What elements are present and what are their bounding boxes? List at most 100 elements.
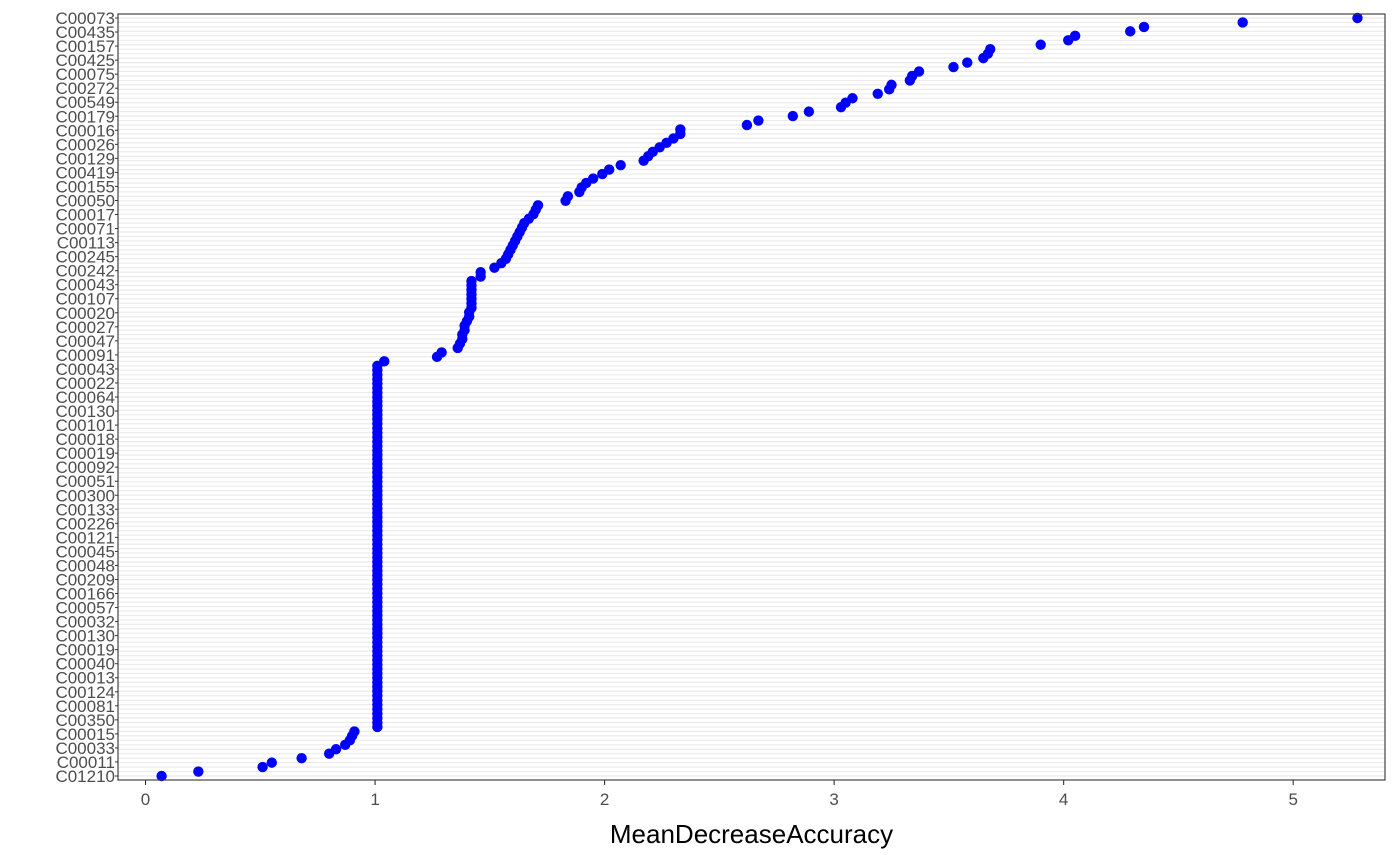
y-tick-label: C00011 — [57, 753, 115, 772]
y-tick-label: C00179 — [55, 107, 115, 126]
y-tick-label: C00081 — [55, 697, 115, 716]
y-tick-label: C00113 — [57, 234, 115, 253]
data-point — [489, 262, 500, 273]
y-tick-label: C00026 — [55, 135, 115, 154]
data-point — [193, 766, 204, 777]
y-tick-label: C00064 — [55, 388, 115, 407]
y-tick-label: C00155 — [55, 177, 115, 196]
data-point — [323, 748, 335, 759]
y-tick-label: C00435 — [55, 23, 115, 42]
data-point — [884, 84, 895, 95]
y-tick-label: C00050 — [55, 191, 115, 210]
x-tick-label: 3 — [829, 790, 838, 809]
y-tick-label: C00057 — [55, 599, 115, 618]
y-tick-label: C00166 — [55, 585, 115, 604]
y-tick-label: C00043 — [55, 360, 115, 379]
data-point — [452, 342, 463, 354]
y-tick-label: C00245 — [55, 248, 115, 267]
data-point — [431, 351, 443, 363]
y-tick-label: C00027 — [55, 318, 115, 337]
data-point — [1138, 21, 1150, 33]
y-tick-label: C00045 — [55, 542, 115, 561]
y-tick-label: C00350 — [55, 711, 115, 730]
data-point — [803, 106, 815, 117]
y-tick-label: C00033 — [55, 739, 115, 758]
x-axis: 0 1 2 3 4 5 — [141, 780, 1298, 809]
y-tick-label: C00419 — [55, 163, 115, 182]
y-tick-label: C00017 — [55, 206, 115, 225]
y-tick-label: C00022 — [55, 374, 115, 393]
y-tick-label: C00048 — [55, 556, 115, 575]
data-point — [978, 52, 989, 64]
y-tick-label: C00226 — [55, 514, 115, 533]
y-tick-label: C00071 — [55, 220, 115, 239]
data-point — [835, 101, 847, 113]
y-tick-label: C00019 — [55, 641, 115, 660]
data-point — [753, 115, 764, 126]
y-tick-label: C00020 — [55, 304, 115, 323]
data-point — [257, 761, 268, 773]
y-tick-label: C00425 — [55, 51, 115, 70]
data-point — [1352, 12, 1363, 24]
x-tick-label: 4 — [1059, 790, 1068, 809]
y-tick-label: C00157 — [55, 37, 115, 56]
y-tick-label: C00092 — [55, 458, 115, 477]
x-tick-label: 0 — [141, 790, 150, 809]
y-tick-label: C00051 — [55, 472, 115, 491]
data-point — [156, 770, 167, 782]
y-tick-label: C00130 — [55, 402, 115, 421]
data-point — [597, 168, 608, 180]
x-axis-title: MeanDecreaseAccuracy — [610, 819, 893, 849]
y-tick-label: C00018 — [55, 430, 115, 449]
y-tick-label: C00133 — [55, 500, 115, 519]
data-point — [296, 752, 307, 764]
data-point — [615, 159, 626, 171]
y-tick-label: C00549 — [55, 93, 115, 112]
grid-layer — [118, 17, 1385, 777]
y-tick-label: C00013 — [55, 669, 115, 688]
y-tick-label: C00124 — [55, 683, 115, 702]
x-tick-label: 2 — [600, 790, 609, 809]
y-tick-label: C00130 — [55, 627, 115, 646]
y-tick-label: C00043 — [55, 276, 115, 295]
data-point — [340, 739, 351, 750]
y-tick-label: C00032 — [55, 613, 115, 632]
x-tick-label: 1 — [370, 790, 379, 809]
data-point — [1063, 35, 1074, 46]
y-tick-label: C00121 — [55, 528, 115, 547]
y-tick-label: C00016 — [55, 121, 115, 140]
y-tick-label: C00209 — [55, 570, 115, 589]
y-tick-label: C00091 — [55, 346, 115, 365]
y-tick-label: C00129 — [55, 149, 115, 168]
data-point — [574, 186, 585, 198]
y-tick-label: C00047 — [55, 332, 115, 351]
data-point — [872, 88, 883, 100]
y-tick-label: C00073 — [55, 9, 115, 28]
data-point — [904, 75, 916, 86]
data-point — [372, 721, 383, 733]
y-tick-label: C00242 — [55, 262, 115, 281]
data-point — [638, 155, 649, 166]
data-point — [962, 57, 973, 68]
data-point — [741, 119, 753, 131]
y-tick-label: C00300 — [55, 486, 115, 505]
data-point — [1125, 26, 1136, 37]
y-tick-label: C00107 — [55, 290, 115, 309]
data-point — [787, 110, 799, 122]
data-point — [560, 195, 571, 207]
y-tick-label: C00075 — [55, 65, 115, 84]
y-axis-labels: C00073C00435C00157C00425C00075C00272C005… — [55, 9, 118, 786]
panel-border — [117, 13, 1386, 781]
data-point — [266, 757, 277, 768]
data-point — [1237, 17, 1248, 28]
data-point — [948, 61, 959, 73]
y-tick-label: C00015 — [55, 725, 115, 744]
y-tick-label: C00272 — [55, 79, 115, 98]
data-point — [1035, 39, 1046, 50]
y-tick-label: C00019 — [55, 444, 115, 463]
points-layer — [156, 12, 1363, 782]
x-tick-label: 5 — [1288, 790, 1297, 809]
y-tick-label: C00040 — [55, 655, 115, 674]
y-tick-label: C00101 — [55, 416, 115, 435]
